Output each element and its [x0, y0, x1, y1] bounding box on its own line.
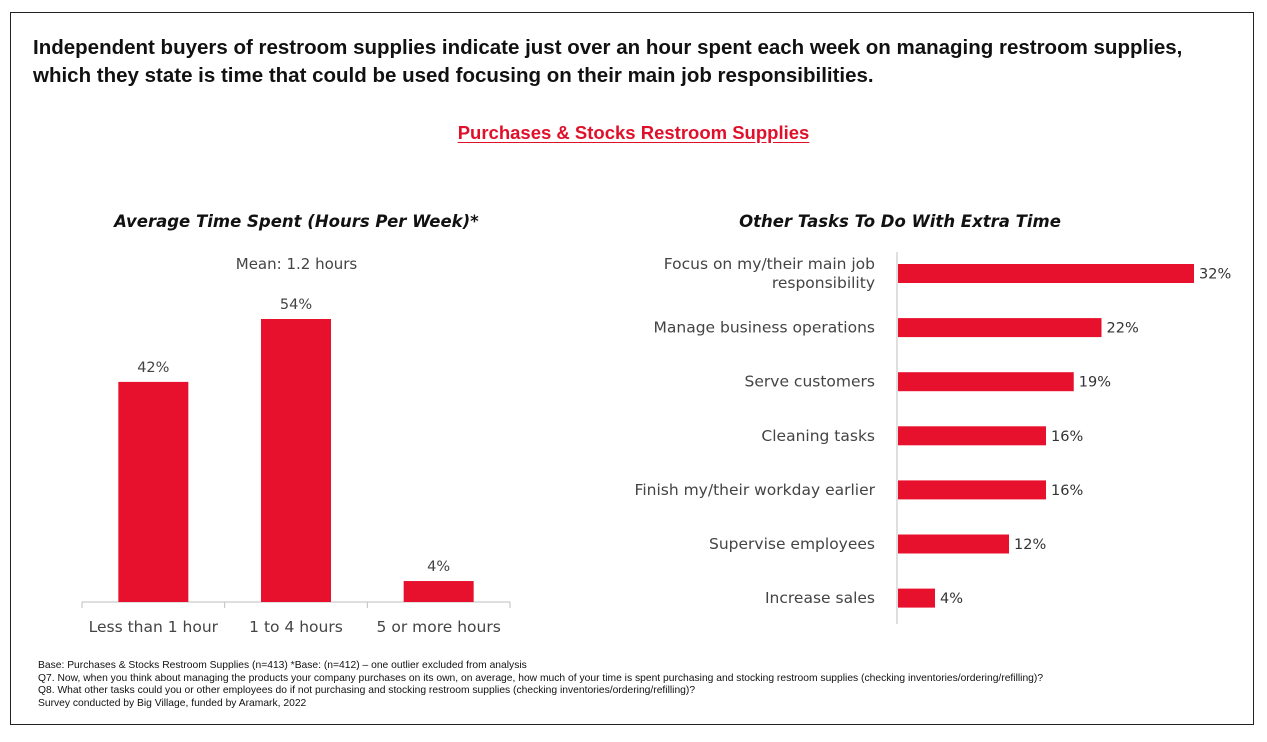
bar: [898, 264, 1194, 283]
bar: [403, 581, 474, 602]
tick-label: Cleaning tasks: [761, 427, 875, 445]
data-label: 54%: [280, 297, 312, 313]
tick-label: Finish my/their workday earlier: [635, 481, 876, 499]
vertical-bar-chart: 42% Less than 1 hour 54% 1 to 4 hours 4% 5 or…: [81, 297, 511, 636]
tick-label: Increase sales: [765, 589, 875, 607]
bar: [898, 426, 1046, 446]
left-chart-title: Average Time Spent (Hours Per Week)*: [114, 212, 479, 231]
data-label: 12%: [1014, 537, 1046, 553]
data-label: 4%: [940, 591, 963, 607]
footnotes: Base: Purchases & Stocks Restroom Suppli…: [38, 660, 1043, 710]
tick-label: Manage business operations: [654, 319, 875, 337]
data-label: 16%: [1051, 483, 1083, 499]
right-chart-title: Other Tasks To Do With Extra Time: [739, 212, 1061, 231]
headline: Independent buyers of restroom supplies …: [33, 36, 1183, 87]
tick-label: Supervise employees: [709, 535, 875, 553]
bar: [898, 480, 1046, 500]
tick-label: Less than 1 hour: [89, 618, 219, 636]
bar: [261, 319, 331, 602]
bar: [898, 372, 1074, 392]
data-label: 42%: [137, 360, 169, 376]
section-title: Purchases & Stocks Restroom Supplies: [457, 122, 810, 143]
tick-label: 5 or more hours: [377, 618, 501, 636]
data-label: 19%: [1079, 375, 1111, 391]
bar: [898, 534, 1009, 554]
footnote-base: Base: Purchases & Stocks Restroom Suppli…: [38, 660, 527, 671]
bar: [898, 588, 935, 608]
slide-frame: [10, 12, 1254, 725]
footnote-q7: Q7. Now, when you think about managing t…: [38, 672, 1044, 684]
data-label: 4%: [427, 559, 450, 575]
bar: [118, 381, 189, 602]
horizontal-bar-chart: 32% Focus on my/their main job responsibil…: [635, 252, 1231, 624]
footnote-source: Survey conducted by Big Village, funded …: [38, 697, 307, 709]
bar: [898, 318, 1102, 338]
tick-label: Focus on my/their main job responsibility: [664, 255, 875, 292]
tick-label: Serve customers: [745, 373, 875, 391]
footnote-q8: Q8. What other tasks could you or other …: [38, 685, 696, 696]
data-label: 22%: [1107, 321, 1139, 337]
data-label: 32%: [1199, 267, 1231, 283]
data-label: 16%: [1051, 429, 1083, 445]
mean-annotation: Mean: 1.2 hours: [235, 255, 358, 273]
tick-label: 1 to 4 hours: [249, 618, 343, 636]
